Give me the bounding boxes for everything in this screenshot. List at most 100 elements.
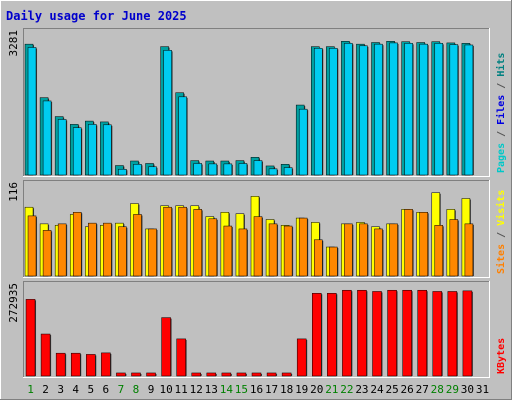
x-tick-day-4: 4 [72,383,79,396]
bar-kbytes-day-24 [372,291,382,377]
panel-hits-files-pages: 3281 Pages / Files / Hits [7,28,507,177]
legend-entry: / [496,77,507,95]
bar-files-day-10 [163,50,172,176]
bar-kbytes-day-18 [281,372,292,377]
bar-sites-day-26 [404,209,413,277]
x-tick-day-27: 27 [416,383,429,396]
bar-kbytes-day-29 [447,291,458,377]
bar-files-day-19 [298,108,308,176]
bar-kbytes-day-19 [296,338,307,377]
series-sites [27,206,474,277]
bar-files-day-21 [329,48,338,176]
bar-sites-day-12 [193,209,202,277]
bar-files-day-18 [283,167,293,176]
bar-sites-day-25 [389,223,398,277]
bar-files-day-23 [359,45,368,176]
x-tick-day-19: 19 [295,383,308,396]
bar-files-day-29 [449,44,459,176]
bar-kbytes-day-2 [40,333,51,377]
series-files [27,42,474,176]
bar-sites-day-11 [178,206,187,277]
x-tick-day-5: 5 [87,383,94,396]
bar-sites-day-8 [133,214,142,277]
x-axis-labels: 1 2 3 4 5 6 7 8 9 10 11 12 13 14 15 16 17 18 19 20 21 22 23 24 2… [27,383,489,396]
bar-kbytes-day-30 [462,290,473,377]
legend-entry: / [496,226,507,244]
bar-files-day-3 [57,119,67,176]
x-tick-day-9: 9 [148,383,155,396]
x-tick-day-10: 10 [159,383,172,396]
bar-files-day-8 [133,164,142,176]
legend-visits-sites: Sites / Visits [495,190,507,274]
x-tick-day-29: 29 [446,383,459,396]
bar-kbytes-day-22 [342,289,352,377]
x-tick-day-15: 15 [235,383,248,396]
bar-files-day-1 [27,47,37,176]
bar-files-day-9 [148,166,157,176]
x-tick-day-3: 3 [57,383,64,396]
x-tick-day-26: 26 [401,383,414,396]
bar-kbytes-day-13 [206,372,217,377]
legend-hits-files-pages: Pages / Files / Hits [495,53,507,173]
series-kbytes [25,289,473,377]
bar-sites-day-18 [283,225,293,277]
bar-kbytes-day-10 [161,317,171,377]
bar-kbytes-day-6 [101,352,111,377]
bar-files-day-11 [178,96,187,176]
bar-kbytes-day-12 [191,372,201,377]
panel-visits-sites: 116 Sites / Visits [7,180,507,278]
x-tick-day-1: 1 [27,383,34,396]
bar-sites-day-10 [163,206,172,277]
bar-kbytes-day-3 [55,352,66,377]
legend-entry: Files [495,95,507,125]
bar-kbytes-day-28 [432,291,443,377]
x-tick-day-30: 30 [461,383,474,396]
bar-files-day-24 [374,43,383,176]
legend-entry: Sites [495,244,507,274]
bar-kbytes-day-11 [176,338,186,377]
bar-files-day-16 [253,160,263,176]
bar-sites-day-15 [238,228,248,277]
bar-files-day-15 [238,163,248,176]
x-tick-day-8: 8 [133,383,140,396]
x-tick-day-7: 7 [118,383,125,396]
bar-sites-day-1 [27,215,37,277]
x-tick-day-13: 13 [205,383,218,396]
x-tick-day-25: 25 [385,383,398,396]
bar-sites-day-2 [42,230,52,277]
x-tick-day-22: 22 [340,383,353,396]
bar-files-day-20 [314,48,323,176]
bar-kbytes-day-26 [402,289,412,377]
panel-kbytes: 272935 KBytes [7,281,507,378]
bar-kbytes-day-9 [146,372,156,377]
bar-sites-day-16 [253,216,263,277]
x-tick-day-28: 28 [431,383,444,396]
x-tick-day-6: 6 [103,383,110,396]
bar-sites-day-20 [314,239,323,277]
bar-files-day-13 [208,163,218,176]
bar-files-day-2 [42,100,52,176]
x-tick-day-16: 16 [250,383,263,396]
bar-files-day-17 [268,168,278,176]
bar-sites-day-24 [374,228,383,277]
bar-kbytes-day-27 [417,289,427,377]
bar-kbytes-day-14 [221,372,232,377]
x-tick-day-21: 21 [325,383,338,396]
legend-entry: Hits [495,53,507,77]
bar-sites-day-3 [57,223,67,277]
y-max-label: 272935 [7,283,20,323]
legend-entry: Pages [496,143,507,173]
bar-kbytes-day-25 [387,289,397,377]
bar-files-day-27 [419,43,428,176]
bar-kbytes-day-16 [251,372,262,377]
x-tick-day-31: 31 [476,383,489,396]
bar-files-day-28 [434,43,444,176]
x-tick-day-24: 24 [370,383,384,396]
bar-kbytes-day-21 [327,293,337,377]
bar-files-day-22 [344,43,353,176]
legend-kbytes: KBytes [496,338,507,374]
bar-kbytes-day-17 [266,372,277,377]
bar-sites-day-13 [208,218,218,277]
bar-sites-day-28 [434,225,444,277]
bar-kbytes-day-7 [116,372,126,377]
